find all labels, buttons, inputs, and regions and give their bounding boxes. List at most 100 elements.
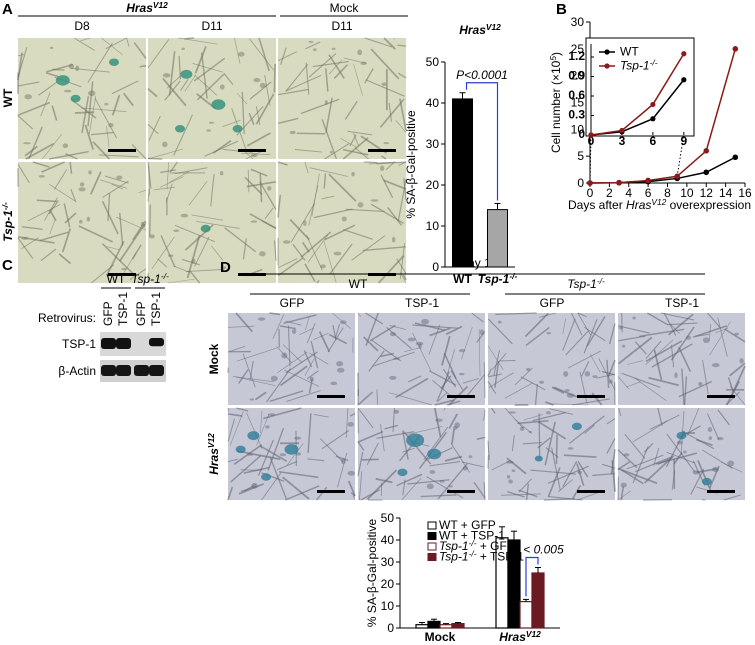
cell-texture (53, 169, 68, 190)
cell-texture (305, 41, 321, 50)
cell-texture (645, 340, 683, 362)
cell-texture (111, 80, 139, 95)
cell-texture (723, 494, 741, 501)
cell-texture (277, 194, 282, 218)
micrograph (148, 162, 276, 283)
cell-texture (307, 234, 329, 263)
cell-texture (256, 414, 270, 446)
cell-texture (538, 413, 541, 460)
cell-texture (364, 68, 374, 84)
cell-texture (106, 126, 110, 148)
cell-texture (643, 442, 654, 453)
cell-texture (687, 407, 700, 436)
cell-body (564, 389, 570, 392)
cell-texture (210, 173, 215, 207)
cell-texture (414, 322, 446, 332)
cell-texture (307, 413, 312, 453)
cell-texture (347, 130, 373, 136)
cell-body (508, 479, 513, 484)
cell-texture (548, 495, 583, 501)
cell-texture (147, 39, 170, 69)
cell-body (303, 220, 307, 227)
text-segment: Tsp-1 (439, 550, 469, 564)
stained-cell (247, 431, 260, 441)
cell-texture (511, 435, 515, 452)
stained-cell (235, 445, 246, 454)
cell-body (247, 453, 254, 456)
cell-texture (478, 329, 481, 376)
cell-texture (111, 183, 123, 190)
y-tick-label: 10 (426, 219, 440, 233)
cell-texture (342, 148, 369, 156)
cell-texture (448, 413, 458, 429)
cell-texture (71, 67, 110, 73)
cell-texture (402, 274, 407, 281)
cell-texture (28, 126, 43, 160)
cell-texture (572, 398, 610, 406)
x-tick-label: 9 (680, 134, 687, 148)
text-segment: -/- (509, 271, 517, 281)
cell-texture (277, 461, 298, 471)
cell-body (108, 122, 114, 128)
panel-label: A (2, 1, 13, 18)
cell-texture (71, 99, 97, 119)
cell-texture (357, 407, 374, 429)
cell-texture (617, 461, 631, 471)
cell-texture (292, 243, 306, 261)
cell-texture (377, 255, 405, 284)
cell-texture (147, 189, 150, 202)
cell-texture (726, 391, 740, 406)
cell-texture (48, 209, 57, 222)
cell-texture (131, 144, 147, 160)
cell-texture (151, 236, 175, 269)
cell-body (435, 418, 443, 422)
cell-body (632, 316, 636, 320)
bar (452, 98, 473, 268)
cell-body (140, 221, 145, 227)
cell-body (717, 436, 724, 441)
cell-body (249, 398, 255, 401)
y-tick-label: 0.9 (568, 69, 585, 83)
cell-texture (32, 161, 50, 168)
cell-body (21, 236, 29, 240)
cell-texture (406, 426, 443, 436)
stained-cell (109, 58, 119, 66)
panel-label: B (556, 1, 567, 18)
scale-bar (577, 490, 605, 493)
cell-body (439, 480, 445, 483)
cell-texture (255, 93, 275, 125)
y-tick-label: 10 (381, 599, 395, 613)
cell-texture (369, 324, 396, 342)
cell-texture (632, 446, 649, 484)
cell-texture (323, 173, 327, 189)
cell-texture (227, 413, 243, 417)
cell-body (674, 372, 678, 379)
x-tick-label: 2 (606, 186, 613, 200)
band (116, 338, 131, 349)
cell-texture (450, 370, 464, 391)
cell-texture (45, 72, 59, 78)
cell-texture (192, 62, 223, 73)
cell-texture (263, 407, 302, 420)
data-point (674, 173, 680, 180)
cell-texture (153, 186, 175, 191)
cell-texture (487, 345, 504, 371)
cell-texture (316, 486, 328, 501)
cell-body (62, 143, 69, 149)
cell-texture (238, 369, 249, 384)
cell-texture (316, 280, 320, 284)
cell-texture (269, 390, 304, 402)
cell-texture (363, 336, 379, 352)
micrograph (18, 38, 146, 159)
cell-body (711, 363, 720, 368)
stained-cell (175, 125, 185, 133)
cell-texture (412, 324, 458, 329)
cell-texture (551, 447, 561, 491)
cell-texture (445, 325, 463, 336)
cell-body (592, 375, 598, 378)
cell-texture (493, 350, 501, 376)
cell-texture (543, 498, 576, 501)
cell-body (683, 450, 687, 454)
stained-cell (211, 99, 226, 110)
data-point (703, 169, 710, 176)
